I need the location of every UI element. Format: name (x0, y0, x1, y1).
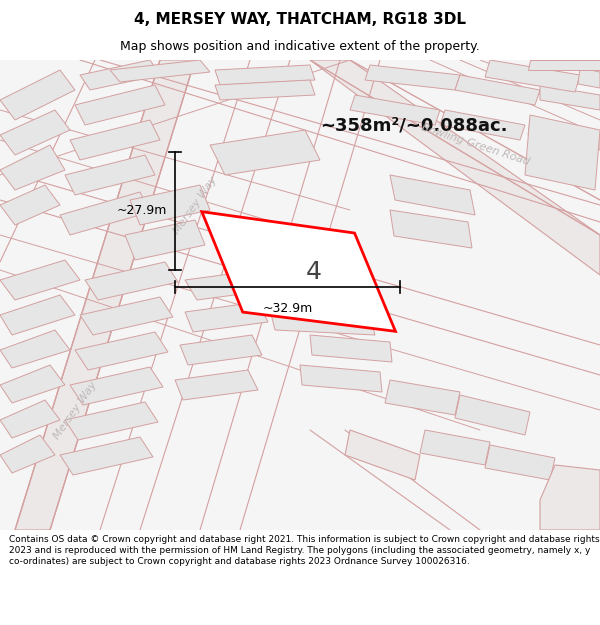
Polygon shape (65, 402, 158, 440)
Polygon shape (15, 60, 195, 530)
Polygon shape (175, 370, 258, 400)
Text: 4, MERSEY WAY, THATCHAM, RG18 3DL: 4, MERSEY WAY, THATCHAM, RG18 3DL (134, 12, 466, 27)
Polygon shape (578, 68, 600, 88)
Polygon shape (440, 110, 525, 140)
Polygon shape (345, 430, 420, 480)
Polygon shape (310, 60, 600, 275)
Polygon shape (390, 175, 475, 215)
Polygon shape (420, 430, 490, 465)
Polygon shape (215, 65, 315, 85)
Polygon shape (528, 60, 600, 70)
Polygon shape (540, 85, 600, 110)
Polygon shape (80, 297, 173, 335)
Polygon shape (390, 210, 472, 248)
Polygon shape (185, 270, 272, 300)
Text: Mersey Way: Mersey Way (172, 174, 218, 236)
Polygon shape (350, 95, 440, 125)
Polygon shape (65, 155, 155, 195)
Polygon shape (80, 60, 160, 90)
Polygon shape (60, 192, 150, 235)
Polygon shape (180, 335, 262, 365)
Polygon shape (75, 85, 165, 125)
Text: ~358m²/~0.088ac.: ~358m²/~0.088ac. (320, 116, 508, 134)
Polygon shape (310, 335, 392, 362)
Polygon shape (0, 260, 80, 300)
Polygon shape (0, 400, 60, 438)
Text: Mersey Way: Mersey Way (52, 379, 98, 441)
Polygon shape (455, 395, 530, 435)
Polygon shape (525, 115, 600, 190)
Polygon shape (60, 437, 153, 475)
Polygon shape (0, 365, 65, 403)
Polygon shape (0, 295, 75, 335)
Polygon shape (0, 330, 70, 368)
Polygon shape (0, 60, 600, 530)
Polygon shape (0, 185, 60, 225)
Polygon shape (300, 365, 382, 392)
Polygon shape (85, 262, 178, 300)
Polygon shape (540, 465, 600, 530)
Polygon shape (485, 445, 555, 480)
Text: Map shows position and indicative extent of the property.: Map shows position and indicative extent… (120, 40, 480, 53)
Polygon shape (110, 60, 210, 82)
Text: 4: 4 (305, 260, 322, 284)
Polygon shape (485, 60, 580, 92)
Polygon shape (0, 435, 55, 473)
Text: Contains OS data © Crown copyright and database right 2021. This information is : Contains OS data © Crown copyright and d… (9, 535, 599, 566)
Polygon shape (528, 120, 600, 150)
Polygon shape (385, 380, 460, 415)
Polygon shape (185, 302, 268, 332)
Text: Bowling Green Road: Bowling Green Road (419, 122, 530, 168)
Polygon shape (270, 310, 375, 335)
Polygon shape (365, 65, 460, 90)
Polygon shape (202, 212, 395, 331)
Polygon shape (455, 75, 540, 105)
Polygon shape (215, 80, 315, 100)
Polygon shape (0, 145, 65, 190)
Polygon shape (70, 120, 160, 160)
Text: ~32.9m: ~32.9m (262, 302, 313, 315)
Polygon shape (130, 185, 210, 225)
Text: ~27.9m: ~27.9m (116, 204, 167, 217)
Polygon shape (0, 70, 75, 120)
Polygon shape (125, 220, 205, 260)
Polygon shape (0, 110, 70, 155)
Polygon shape (210, 130, 320, 175)
Polygon shape (75, 332, 168, 370)
Polygon shape (70, 367, 163, 405)
